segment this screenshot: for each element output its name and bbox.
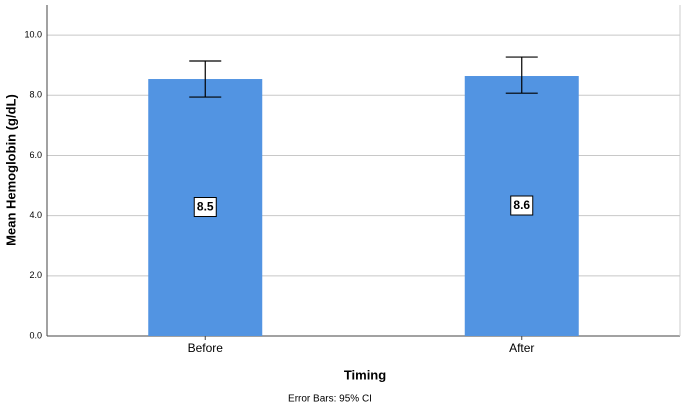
y-tick-label: 6.0 [29, 150, 42, 160]
value-label-box [510, 195, 534, 216]
y-axis-label: Mean Hemoglobin (g/dL) [3, 94, 18, 246]
x-tick-label: Before [188, 341, 224, 355]
x-axis-label: Timing [344, 367, 386, 382]
y-tick-label: 0.0 [29, 330, 42, 340]
value-label-box [193, 197, 217, 218]
y-tick-label: 2.0 [29, 270, 42, 280]
footnote: Error Bars: 95% CI [288, 394, 372, 405]
value-label: 8.5 [197, 200, 214, 214]
y-tick-label: 4.0 [29, 210, 42, 220]
x-tick-label: After [509, 341, 534, 355]
y-tick-label: 8.0 [29, 90, 42, 100]
value-label: 8.6 [513, 198, 530, 212]
y-tick-label: 10.0 [24, 29, 42, 39]
